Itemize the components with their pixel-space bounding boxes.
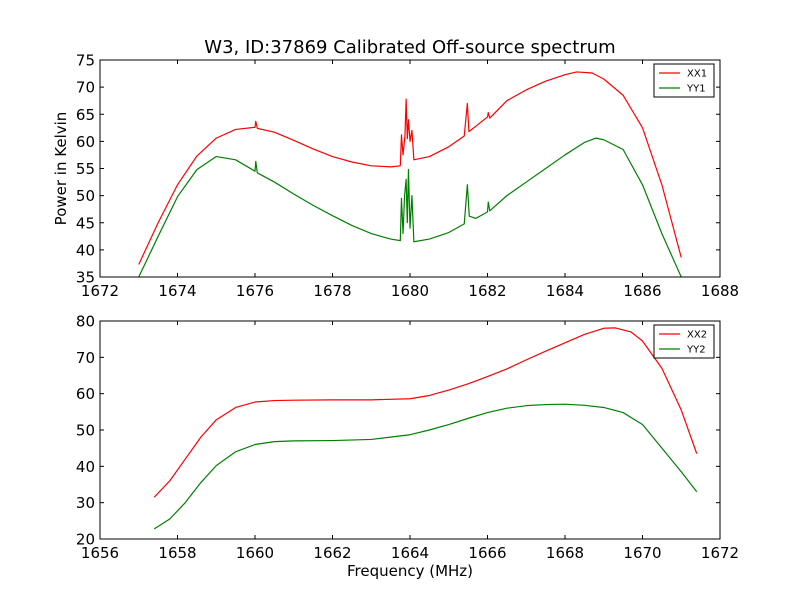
x-tick-label: 1656 [81,544,119,562]
series-line-yy2 [153,403,698,530]
y-tick-label: 50 [76,422,95,440]
y-tick-label: 60 [76,133,95,151]
x-tick-label: 1682 [468,282,506,300]
x-tick-label: 1662 [313,544,351,562]
legend-box [653,324,715,359]
y-tick-label: 40 [76,241,95,259]
legend-label-yy2: YY2 [686,345,706,356]
series-line-xx2 [153,327,698,498]
y-tick-label: 40 [76,458,95,476]
y-tick-label: 50 [76,187,95,205]
series-line-xx1 [138,71,682,265]
y-tick-label: 65 [76,106,95,124]
x-tick-label: 1676 [236,282,274,300]
legend-label-xx1: XX1 [687,69,707,80]
x-tick-label: 1674 [158,282,196,300]
y-tick-label: 60 [76,385,95,403]
y-tick-label: 30 [76,494,95,512]
x-tick-label: 1670 [623,544,661,562]
x-tick-label: 1686 [623,282,661,300]
x-tick-label: 1664 [391,544,429,562]
y-tick-label: 70 [76,349,95,367]
bottom-plot: 1656 1658 1660 1662 1664 1666 1668 1670 1672 20 30… [76,313,739,581]
top-plot: 1672 1674 1676 1678 1680 1682 1684 1686 1688 35 40… [52,52,739,301]
x-tick-label: 1678 [313,282,351,300]
y-tick-label: 20 [76,531,95,549]
x-axis-label: Frequency (MHz) [347,562,473,580]
legend-label-yy1: YY1 [686,84,706,95]
x-tick-label: 1688 [701,282,739,300]
series-line-yy1 [138,137,682,277]
legend-label-xx2: XX2 [687,330,707,341]
figure-title: W3, ID:37869 Calibrated Off-source spect… [204,37,615,58]
x-tick-label: 1668 [546,544,584,562]
x-tick-label: 1680 [391,282,429,300]
y-tick-label: 70 [76,79,95,97]
x-tick-label: 1684 [546,282,584,300]
legend-box [653,63,715,98]
y-tick-label: 35 [76,269,95,287]
x-tick-label: 1672 [701,544,739,562]
x-tick-label: 1666 [468,544,506,562]
y-tick-label: 75 [76,52,95,70]
x-tick-label: 1672 [81,282,119,300]
y-tick-label: 80 [76,313,95,331]
x-tick-label: 1660 [236,544,274,562]
x-tick-label: 1658 [158,544,196,562]
y-axis-label: Power in Kelvin [52,112,70,226]
y-tick-label: 45 [76,214,95,232]
y-tick-label: 55 [76,160,95,178]
